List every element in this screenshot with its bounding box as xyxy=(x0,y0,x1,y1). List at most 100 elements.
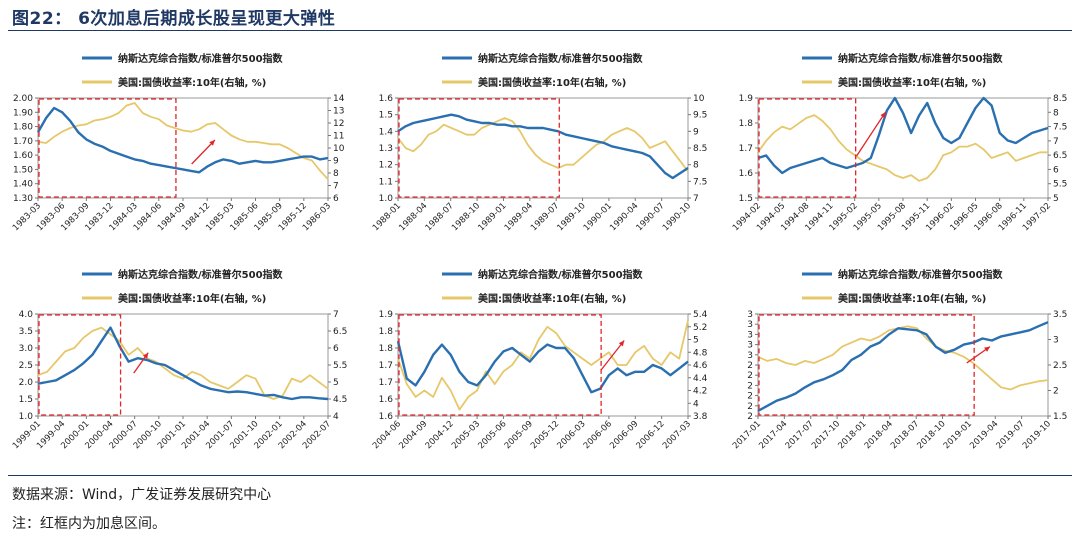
rate-hike-window xyxy=(398,98,560,198)
left-axis-tick-label: 1.5 xyxy=(739,194,753,204)
right-axis-tick-label: 4.2 xyxy=(693,387,707,397)
series-line-nasdaq-ratio xyxy=(37,326,329,401)
right-axis-tick-label: 8 xyxy=(333,169,339,179)
x-axis-tick-label: 2019-10 xyxy=(1021,419,1053,451)
left-axis-tick-label: 1.0 xyxy=(19,412,34,422)
plot-frame xyxy=(37,97,329,199)
left-axis-tick-label: 1.7 xyxy=(379,361,393,371)
right-axis-tick-label: 5.5 xyxy=(1053,180,1067,190)
left-axis-tick-label: 2.00 xyxy=(13,94,33,104)
series-line-treasury-10y xyxy=(757,325,1049,391)
left-axis-tick-label: 1.6 xyxy=(379,395,394,405)
left-axis-tick-label: 1.6 xyxy=(739,169,754,179)
right-axis-tick-label: 7 xyxy=(1053,137,1059,147)
trend-arrow xyxy=(856,111,887,157)
legend-label-1: 纳斯达克综合指数/标准普尔500指数 xyxy=(838,268,1004,281)
left-axis-tick-label: 1.3 xyxy=(379,144,393,154)
trend-arrow-head xyxy=(984,346,990,352)
trend-arrow xyxy=(191,139,216,165)
trend-arrow-head xyxy=(618,340,625,347)
right-axis-tick-label: 5.4 xyxy=(693,310,708,320)
right-axis-tick-label: 5 xyxy=(1053,194,1059,204)
left-axis-tick-label: 1.8 xyxy=(379,344,394,354)
right-axis-tick-label: 6 xyxy=(1053,165,1059,175)
right-axis-tick-label: 2.5 xyxy=(1053,361,1067,371)
right-axis-tick-label: 6 xyxy=(333,194,339,204)
left-axis-tick-label: 3 xyxy=(747,351,753,361)
legend-label-2: 美国:国债收益率:10年(右轴, %) xyxy=(118,292,266,305)
x-axis-tick-label: 1990-10 xyxy=(661,201,693,233)
right-axis-tick-label: 5 xyxy=(693,336,699,346)
right-axis-tick-label: 10 xyxy=(693,94,705,104)
right-axis-tick-label: 5.2 xyxy=(693,323,707,333)
source-note: 数据来源：Wind，广发证券发展研究中心 xyxy=(12,487,272,503)
left-axis-tick-label: 1.50 xyxy=(13,165,33,175)
right-axis-tick-label: 6.5 xyxy=(333,327,347,337)
right-axis-tick-label: 3.5 xyxy=(1053,310,1067,320)
left-axis-tick-label: 1.5 xyxy=(379,111,393,121)
right-axis-tick-label: 4.8 xyxy=(693,348,708,358)
right-axis-tick-label: 10 xyxy=(333,144,345,154)
left-axis-tick-label: 1.9 xyxy=(739,94,754,104)
right-axis-tick-label: 11 xyxy=(333,132,344,142)
legend-label-1: 纳斯达克综合指数/标准普尔500指数 xyxy=(118,52,284,65)
left-axis-tick-label: 4.0 xyxy=(19,310,34,320)
right-axis-tick-label: 6 xyxy=(333,344,339,354)
left-axis-tick-label: 1.80 xyxy=(13,123,33,133)
right-axis-tick-label: 14 xyxy=(333,94,345,104)
right-axis-tick-label: 8.5 xyxy=(693,144,707,154)
series-line-nasdaq-ratio xyxy=(397,113,689,180)
rate-hike-window xyxy=(758,314,975,416)
series-line-nasdaq-ratio xyxy=(396,340,689,394)
right-axis-tick-label: 7.5 xyxy=(693,177,707,187)
left-axis-tick-label: 1.60 xyxy=(13,151,33,161)
left-axis-tick-label: 2.0 xyxy=(19,378,34,388)
right-axis-tick-label: 8 xyxy=(693,161,699,171)
right-axis-tick-label: 5.5 xyxy=(333,361,347,371)
right-axis-tick-label: 9.5 xyxy=(693,111,707,121)
right-axis-tick-label: 2 xyxy=(1053,387,1059,397)
figure-title: 图22： 6次加息后期成长股呈现更大弹性 xyxy=(12,9,336,29)
left-axis-tick-label: 1.6 xyxy=(379,94,394,104)
trend-arrow-head xyxy=(209,140,215,146)
rate-hike-window xyxy=(398,314,602,416)
series-line-treasury-10y xyxy=(757,114,1048,182)
left-axis-tick-label: 1.4 xyxy=(379,127,394,137)
left-axis-tick-label: 2 xyxy=(747,412,753,422)
right-axis-tick-label: 8.5 xyxy=(1053,94,1067,104)
left-axis-tick-label: 3 xyxy=(747,341,753,351)
left-axis-tick-label: 2 xyxy=(747,361,753,371)
right-axis-tick-label: 9 xyxy=(693,127,699,137)
left-axis-tick-label: 1.40 xyxy=(13,180,33,190)
right-axis-tick-label: 9 xyxy=(333,157,339,167)
hike-box-note: 注：红框内为加息区间。 xyxy=(12,516,166,532)
right-axis-tick-label: 4 xyxy=(693,399,699,409)
right-axis-tick-label: 3 xyxy=(1053,336,1059,346)
left-axis-tick-label: 1.2 xyxy=(379,161,393,171)
rate-hike-window xyxy=(38,98,177,198)
x-axis-tick-label: 2007-03 xyxy=(661,419,693,451)
series-line-treasury-10y xyxy=(397,117,689,172)
plot-frame xyxy=(397,313,689,417)
left-axis-tick-label: 1.6 xyxy=(379,412,394,422)
legend-label-2: 美国:国债收益率:10年(右轴, %) xyxy=(478,292,626,305)
footer-rule xyxy=(8,475,1072,476)
right-axis-tick-label: 1.5 xyxy=(1053,412,1067,422)
right-axis-tick-label: 4.5 xyxy=(333,395,347,405)
left-axis-tick-label: 1.7 xyxy=(739,144,753,154)
right-axis-tick-label: 7.5 xyxy=(1053,123,1067,133)
left-axis-tick-label: 3 xyxy=(747,310,753,320)
right-axis-tick-label: 7 xyxy=(333,182,339,192)
legend-label-1: 纳斯达克综合指数/标准普尔500指数 xyxy=(478,268,644,281)
left-axis-tick-label: 1.5 xyxy=(19,395,33,405)
left-axis-tick-label: 3.5 xyxy=(19,327,33,337)
left-axis-tick-label: 1.7 xyxy=(379,378,393,388)
plot-frame xyxy=(397,97,689,199)
left-axis-tick-label: 3.0 xyxy=(19,344,34,354)
series-line-treasury-10y xyxy=(37,102,329,180)
